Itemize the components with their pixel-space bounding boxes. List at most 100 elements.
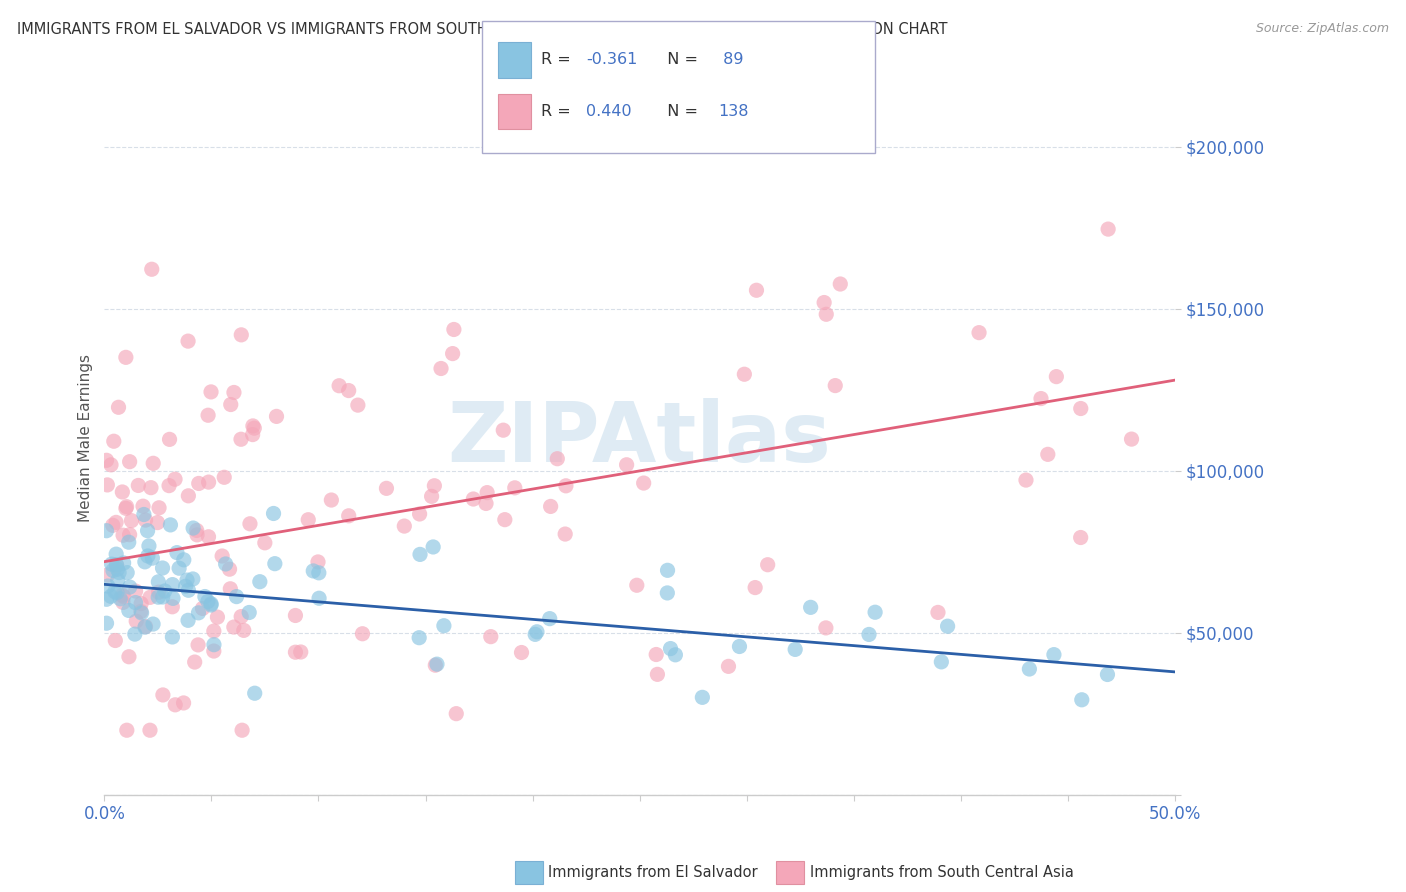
Point [475, 485, 498, 500]
Point [692, 690, 714, 705]
Point [163, 472, 186, 486]
Point [394, 519, 416, 533]
Point [96, 524, 118, 538]
Point [187, 638, 209, 652]
Point [115, 351, 138, 365]
Point [162, 630, 184, 644]
Point [139, 591, 162, 605]
Point [1029, 392, 1052, 406]
Point [409, 548, 432, 562]
Point [967, 326, 990, 340]
Point [148, 585, 170, 599]
Point [138, 539, 160, 553]
Point [218, 562, 240, 576]
Point [202, 638, 225, 652]
Point [165, 698, 187, 712]
Point [167, 561, 190, 575]
Point [183, 655, 205, 669]
Point [1045, 369, 1067, 384]
Point [426, 657, 449, 672]
Point [152, 561, 174, 575]
Point [538, 612, 561, 626]
Point [463, 491, 485, 506]
Point [302, 564, 325, 578]
Point [785, 642, 807, 657]
Point [115, 566, 138, 580]
Point [134, 620, 156, 634]
Point [100, 590, 122, 604]
Point [141, 551, 163, 566]
Text: Immigrants from El Salvador: Immigrants from El Salvador [548, 865, 758, 880]
Point [202, 644, 225, 658]
Point [219, 582, 242, 596]
Point [118, 649, 141, 664]
Point [219, 398, 242, 412]
Point [100, 458, 122, 472]
Point [492, 423, 515, 437]
Point [231, 327, 253, 342]
Point [745, 283, 768, 297]
Point [657, 586, 679, 600]
Point [136, 549, 159, 563]
Point [118, 455, 141, 469]
Point [211, 549, 233, 563]
Point [105, 558, 128, 573]
Point [162, 577, 184, 591]
Point [408, 631, 430, 645]
Text: N =: N = [657, 104, 703, 119]
Point [134, 555, 156, 569]
Point [197, 475, 219, 489]
Point [96, 478, 118, 492]
Point [308, 566, 330, 580]
Point [263, 557, 285, 571]
Point [1036, 447, 1059, 461]
Point [177, 613, 200, 627]
Point [321, 493, 343, 508]
Point [101, 518, 124, 533]
Point [408, 507, 430, 521]
Point [249, 574, 271, 589]
Point [174, 579, 197, 593]
Point [524, 627, 547, 641]
Point [197, 409, 219, 423]
Point [129, 604, 152, 618]
Point [177, 489, 200, 503]
Point [181, 572, 204, 586]
Point [124, 596, 146, 610]
Point [756, 558, 779, 572]
Point [1070, 401, 1092, 416]
Point [659, 641, 682, 656]
Point [142, 617, 165, 632]
Point [115, 723, 138, 738]
Point [200, 597, 222, 611]
Point [176, 573, 198, 587]
Point [290, 645, 312, 659]
Point [253, 536, 276, 550]
Point [107, 401, 129, 415]
Point [139, 481, 162, 495]
Point [152, 688, 174, 702]
Point [200, 384, 222, 399]
Point [229, 432, 252, 446]
Point [231, 723, 253, 738]
Point [232, 624, 254, 638]
Point [177, 334, 200, 348]
Point [1070, 531, 1092, 545]
Point [181, 521, 204, 535]
Point [108, 566, 131, 580]
Point [744, 581, 766, 595]
Point [510, 646, 533, 660]
Point [135, 513, 157, 527]
Point [115, 500, 138, 514]
Point [104, 584, 127, 599]
Point [238, 606, 260, 620]
Point [231, 609, 253, 624]
Point [153, 584, 176, 599]
Point [284, 608, 307, 623]
Point [202, 624, 225, 638]
Point [194, 590, 217, 604]
Point [207, 610, 229, 624]
Point [197, 530, 219, 544]
Point [124, 627, 146, 641]
Point [141, 262, 163, 277]
